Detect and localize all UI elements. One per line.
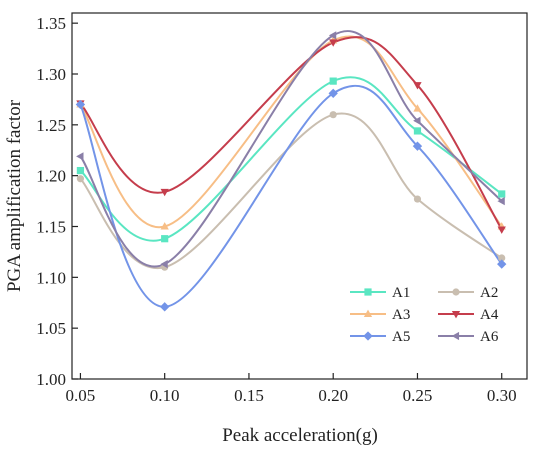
series-markers bbox=[75, 31, 507, 312]
data-point-a2 bbox=[329, 111, 337, 119]
y-tick-label: 1.05 bbox=[36, 319, 66, 338]
x-axis-ticks: 0.05 0.10 0.15 0.20 0.25 0.30 bbox=[66, 373, 517, 405]
data-point-a5 bbox=[328, 88, 338, 98]
data-point-a5 bbox=[412, 141, 423, 151]
series-line-a5 bbox=[79, 84, 503, 308]
x-tick-label: 0.30 bbox=[487, 386, 517, 405]
legend-label-a5: A5 bbox=[392, 329, 410, 345]
legend-marker-a4 bbox=[451, 310, 461, 319]
data-point-a4 bbox=[413, 82, 422, 90]
y-axis-title: PGA amplification factor bbox=[4, 99, 25, 292]
data-point-a6 bbox=[328, 31, 337, 40]
data-point-a1 bbox=[161, 235, 169, 243]
legend-label-a3: A3 bbox=[392, 307, 410, 323]
legend-label-a2: A2 bbox=[480, 285, 498, 301]
data-point-a6 bbox=[160, 259, 168, 269]
data-point-a4 bbox=[329, 39, 338, 47]
y-tick-label: 1.15 bbox=[36, 218, 66, 237]
legend-marker-a3 bbox=[363, 309, 373, 318]
legend-label-a6: A6 bbox=[480, 329, 499, 345]
x-tick-label: 0.15 bbox=[234, 386, 264, 405]
data-point-a1 bbox=[498, 190, 506, 198]
x-tick-label: 0.05 bbox=[66, 386, 96, 405]
data-point-a2 bbox=[413, 195, 422, 203]
data-point-a2 bbox=[498, 254, 506, 262]
legend: A1 A2 A3 A4 A5 A6 bbox=[350, 285, 499, 345]
y-tick-label: 1.35 bbox=[36, 14, 66, 33]
legend-marker-a5 bbox=[363, 331, 373, 341]
series-line-a4 bbox=[79, 36, 503, 231]
data-point-a1 bbox=[413, 127, 422, 135]
data-point-a4 bbox=[160, 188, 169, 197]
data-point-a5 bbox=[497, 259, 507, 269]
data-point-a6 bbox=[413, 116, 421, 125]
y-tick-label: 1.20 bbox=[36, 167, 66, 186]
legend-marker-a2 bbox=[452, 288, 460, 296]
legend-marker-a1 bbox=[364, 288, 372, 296]
data-point-a5 bbox=[160, 302, 170, 312]
series-line-a2 bbox=[79, 112, 503, 270]
data-point-a5 bbox=[75, 99, 86, 110]
series-line-a3 bbox=[79, 35, 503, 228]
y-tick-label: 1.10 bbox=[36, 268, 66, 287]
x-tick-label: 0.10 bbox=[150, 386, 180, 405]
legend-marker-a6 bbox=[451, 331, 460, 341]
x-axis-title: Peak acceleration(g) bbox=[222, 425, 378, 446]
legend-label-a4: A4 bbox=[480, 307, 499, 323]
y-axis-ticks: 1.00 1.05 1.10 1.15 1.20 1.25 1.30 1.35 bbox=[36, 14, 78, 389]
y-tick-label: 1.00 bbox=[36, 370, 66, 389]
data-point-a4 bbox=[497, 226, 506, 234]
data-point-a6 bbox=[76, 152, 84, 161]
data-point-a3 bbox=[413, 104, 422, 112]
y-tick-label: 1.25 bbox=[36, 116, 66, 135]
data-point-a1 bbox=[329, 77, 337, 85]
x-tick-label: 0.20 bbox=[318, 386, 348, 405]
data-point-a3 bbox=[160, 222, 169, 230]
data-point-a2 bbox=[76, 175, 85, 183]
series-curves bbox=[79, 30, 503, 308]
y-tick-label: 1.30 bbox=[36, 65, 66, 84]
plot-frame bbox=[71, 12, 528, 380]
series-line-a1 bbox=[79, 76, 503, 242]
series-line-a6 bbox=[79, 30, 503, 268]
data-point-a1 bbox=[76, 166, 85, 175]
legend-label-a1: A1 bbox=[392, 285, 410, 301]
x-tick-label: 0.25 bbox=[403, 386, 433, 405]
data-point-a6 bbox=[497, 196, 505, 206]
